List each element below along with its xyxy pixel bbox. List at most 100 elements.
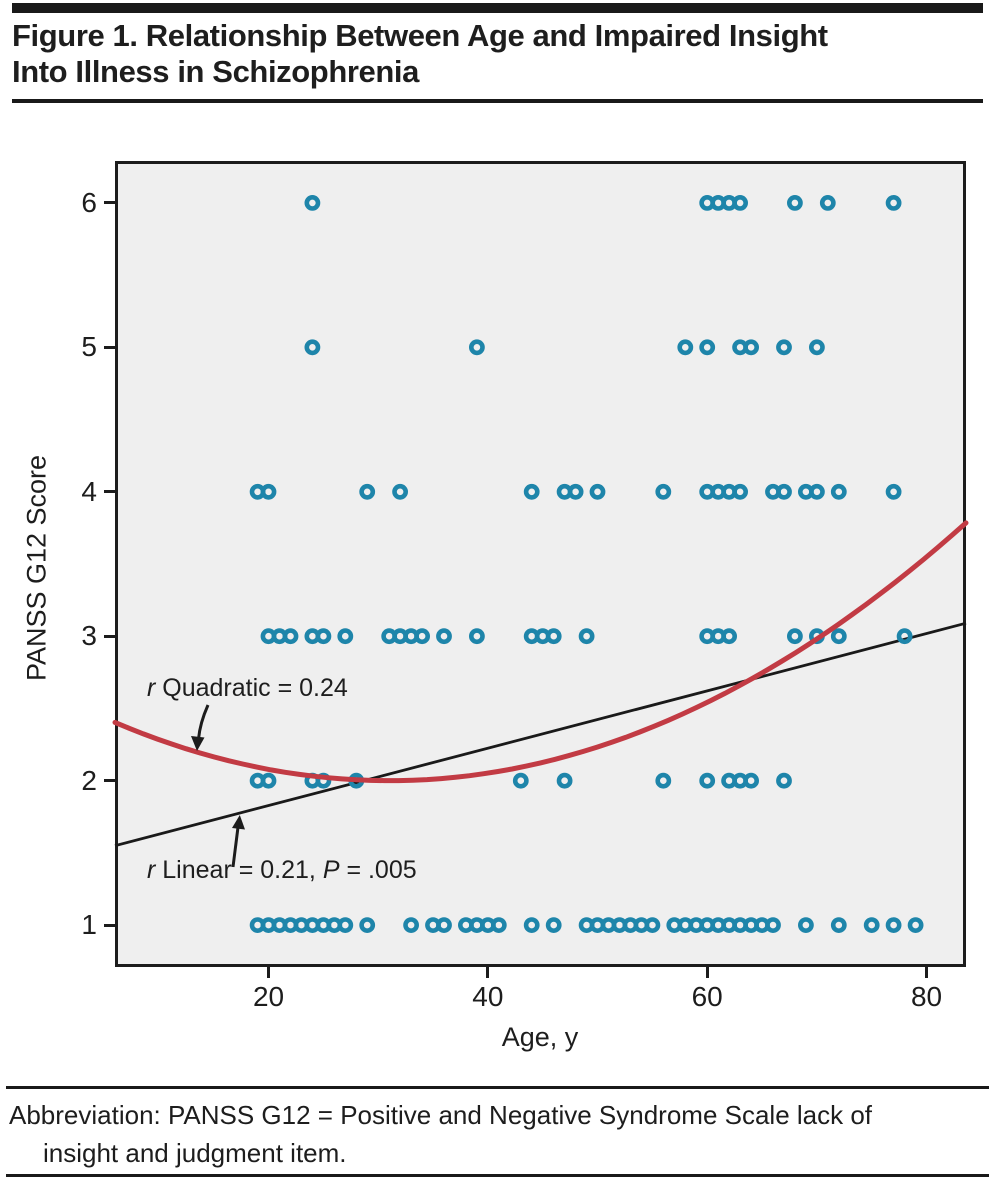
- scatter-plot: [112, 195, 969, 933]
- data-point: [644, 917, 661, 933]
- data-point: [787, 195, 803, 211]
- figure-title: Figure 1. Relationship Between Age and I…: [12, 18, 972, 90]
- y-tick-mark: [104, 201, 116, 205]
- data-point: [830, 628, 847, 645]
- x-tick-mark: [267, 966, 271, 978]
- data-point: [809, 339, 825, 356]
- data-point: [896, 628, 913, 645]
- data-point: [885, 917, 902, 933]
- quadratic-annotation-arrow: [191, 704, 210, 751]
- data-point: [655, 483, 672, 500]
- data-point: [907, 917, 924, 933]
- data-point: [819, 195, 836, 211]
- y-tick-label: 5: [81, 331, 97, 363]
- top-rule: [12, 3, 983, 13]
- data-point: [545, 917, 562, 933]
- y-tick-mark: [104, 634, 116, 638]
- data-point: [677, 339, 694, 356]
- y-tick-mark: [104, 923, 116, 927]
- data-point: [830, 917, 847, 933]
- data-point: [743, 339, 759, 356]
- data-point: [776, 772, 792, 789]
- x-tick-label: 20: [252, 981, 285, 1012]
- footer-rule-bottom: [6, 1174, 989, 1177]
- data-point: [260, 772, 277, 789]
- r-symbol: r: [147, 856, 156, 884]
- plot-area: r Quadratic = 0.24 r Linear = 0.21, P = …: [112, 161, 969, 967]
- data-point: [545, 628, 562, 645]
- title-rule: [12, 99, 983, 103]
- data-point: [776, 483, 792, 500]
- data-point: [732, 483, 748, 500]
- y-tick-label: 2: [81, 764, 97, 796]
- linear-annotation-arrow: [231, 815, 245, 868]
- data-point: [798, 917, 814, 933]
- data-point: [282, 628, 299, 645]
- data-point: [392, 483, 408, 500]
- data-point: [436, 628, 452, 645]
- data-point: [830, 483, 847, 500]
- footer-abbreviation-note: Abbreviation: PANSS G12 = Positive and N…: [9, 1096, 979, 1172]
- quadratic-fit-curve: [112, 520, 969, 784]
- y-tick-mark: [104, 345, 116, 349]
- x-tick-mark: [486, 966, 490, 978]
- data-point: [699, 772, 716, 789]
- y-tick-mark: [104, 779, 116, 783]
- data-point: [337, 917, 354, 933]
- x-axis-title: Age, y: [501, 1022, 579, 1052]
- data-point: [567, 483, 584, 500]
- footer-line2: insight and judgment item.: [43, 1138, 347, 1168]
- data-point: [863, 917, 880, 933]
- data-point: [732, 195, 748, 211]
- data-point: [787, 628, 803, 645]
- y-tick-label: 6: [81, 186, 97, 218]
- data-point: [809, 483, 825, 500]
- footer-rule-top: [6, 1086, 989, 1089]
- x-tick-mark: [705, 966, 709, 978]
- quadratic-fit-label: r Quadratic = 0.24: [147, 674, 348, 702]
- data-point: [304, 195, 321, 211]
- r-symbol: r: [147, 674, 156, 702]
- y-tick-mark: [104, 490, 116, 494]
- data-point: [359, 917, 376, 933]
- quadratic-fit-path: [112, 520, 969, 784]
- data-point: [414, 628, 430, 645]
- data-point: [776, 339, 792, 356]
- linear-fit-path: [114, 621, 967, 848]
- data-point: [260, 483, 277, 500]
- data-point: [468, 628, 485, 645]
- data-point: [578, 628, 595, 645]
- data-point: [743, 772, 759, 789]
- data-point: [885, 483, 902, 500]
- footer-line1: Abbreviation: PANSS G12 = Positive and N…: [9, 1100, 873, 1130]
- data-point: [315, 628, 332, 645]
- data-point: [512, 772, 529, 789]
- data-point: [589, 483, 606, 500]
- y-tick-label: 1: [81, 909, 97, 941]
- x-tick-mark: [925, 966, 929, 978]
- data-point: [765, 917, 781, 933]
- figure-title-line2: Into Illness in Schizophrenia: [12, 54, 419, 89]
- p-symbol: P: [322, 856, 340, 884]
- y-tick-label: 3: [81, 620, 97, 652]
- y-tick-label: 4: [81, 475, 97, 507]
- data-point: [359, 483, 376, 500]
- data-point: [655, 772, 672, 789]
- linear-fit-label: r Linear = 0.21, P = .005: [147, 856, 417, 884]
- data-point: [337, 628, 354, 645]
- data-point: [490, 917, 507, 933]
- figure-title-line1: Figure 1. Relationship Between Age and I…: [12, 18, 828, 53]
- data-points: [249, 195, 924, 933]
- data-point: [556, 772, 573, 789]
- data-point: [468, 339, 485, 356]
- data-point: [699, 339, 716, 356]
- x-tick-label: 60: [691, 981, 723, 1012]
- linear-fit-line: [114, 621, 967, 848]
- x-tick-label: 40: [472, 981, 504, 1012]
- data-point: [304, 339, 321, 356]
- data-point: [721, 628, 737, 645]
- data-point: [436, 917, 452, 933]
- data-point: [523, 483, 540, 500]
- data-point: [523, 917, 540, 933]
